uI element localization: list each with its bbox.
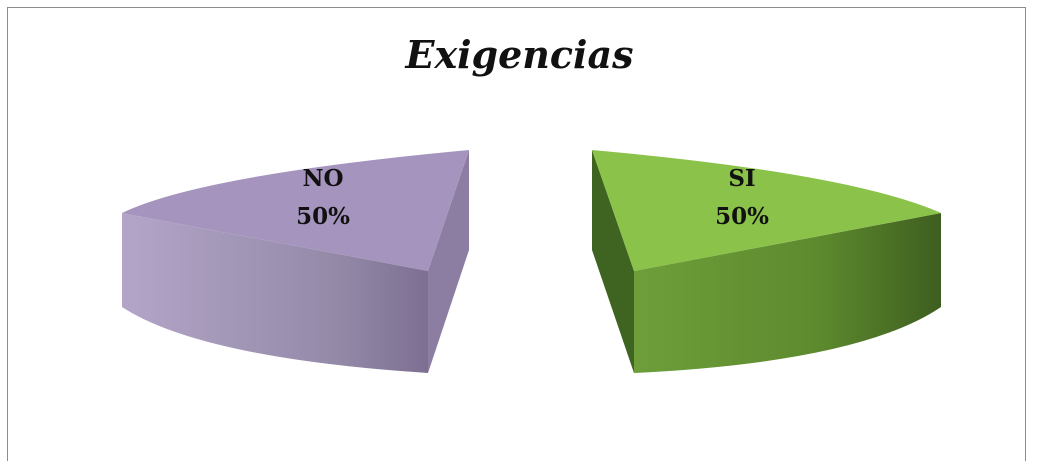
slice-side-no [122,213,428,373]
slice-side-si [634,213,941,373]
slice-top-no [122,150,469,271]
slice-label-percent-no: 50% [296,203,350,230]
pie-slice-si [592,150,941,373]
slice-label-category-si: SI [728,165,755,192]
chart-title: Exigencias [405,32,634,77]
slice-cut-face-si [592,150,634,373]
slice-top-si [592,150,941,271]
slice-cut-face-no [428,150,469,373]
pie-slice-no [122,150,469,373]
slice-label-category-no: NO [302,165,343,192]
slice-label-percent-si: 50% [715,203,769,230]
